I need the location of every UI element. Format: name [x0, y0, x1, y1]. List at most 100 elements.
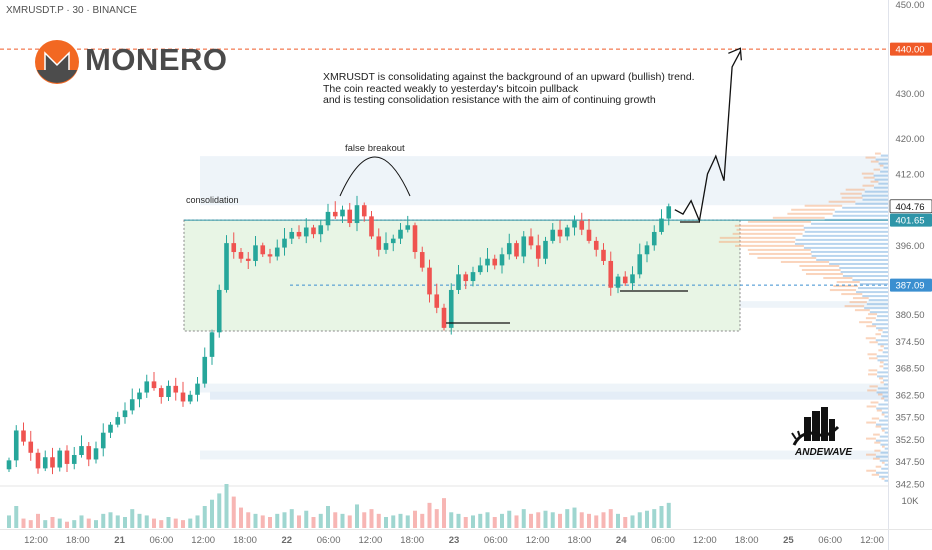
volume-profile-bar: [804, 204, 843, 207]
price-tick-label: 374.50: [895, 337, 924, 348]
candle-body: [369, 216, 374, 237]
candle-body: [238, 252, 244, 259]
candle: [42, 450, 48, 472]
volume-profile-bar: [828, 200, 856, 203]
volume-bar: [420, 513, 425, 528]
price-tag-label: 440.00: [895, 45, 924, 56]
candle-body: [579, 220, 585, 230]
candle: [572, 215, 577, 236]
volume-profile-bar: [879, 419, 888, 422]
candle: [21, 422, 26, 446]
price-tag: [890, 213, 932, 227]
candle: [434, 283, 440, 314]
candle: [129, 388, 135, 415]
candle-body: [543, 240, 548, 259]
candle-body: [311, 227, 316, 235]
candle-body: [622, 276, 628, 284]
volume-profile-bar: [881, 461, 885, 464]
candle-body: [492, 258, 498, 266]
volume-bar: [478, 513, 483, 528]
candle: [245, 252, 251, 269]
candle: [427, 259, 432, 303]
candle: [456, 264, 461, 294]
volume-profile-bar: [882, 351, 888, 354]
volume-bar: [166, 517, 171, 528]
volume-profile-bar: [859, 321, 873, 324]
price-tick-label: 362.50: [895, 390, 924, 401]
candle-body: [129, 399, 135, 411]
volume-profile-bar: [865, 317, 876, 320]
candle: [398, 223, 403, 245]
volume-bar: [384, 517, 388, 528]
volume-bar: [14, 506, 19, 528]
price-tick-label: 450.00: [895, 0, 924, 11]
volume-bar: [492, 517, 497, 528]
volume-bar: [623, 517, 628, 528]
volume-profile-bar: [864, 190, 888, 193]
volume-bar: [434, 509, 439, 528]
candle-body: [514, 243, 519, 257]
candle-body: [601, 249, 606, 261]
volume-profile-bar: [876, 471, 888, 474]
volume-bar: [152, 518, 156, 528]
volume-bar: [463, 517, 468, 528]
volume-profile-band: [200, 450, 888, 460]
volume-profile-bar: [866, 453, 876, 456]
candle: [144, 374, 150, 398]
volume-profile-bar: [845, 188, 865, 191]
volume-profile-bar: [881, 397, 885, 400]
volume-bar: [333, 512, 338, 528]
candle: [202, 347, 208, 388]
forecast-path: [674, 50, 741, 224]
candle: [376, 228, 382, 257]
volume-profile-bar: [879, 377, 884, 380]
volume-profile-bar: [863, 176, 875, 179]
volume-profile-bar: [881, 335, 888, 338]
candle-body: [427, 267, 432, 295]
candle-body: [499, 254, 505, 266]
volume-profile-bar: [875, 465, 882, 468]
volume-profile-bar: [719, 236, 796, 239]
time-tick-label: 18:00: [735, 535, 759, 546]
volume-bar: [43, 520, 48, 528]
candle: [514, 240, 519, 260]
price-tag: [890, 278, 932, 292]
volume-profile-bar: [880, 381, 884, 384]
volume-profile-bar: [883, 347, 888, 350]
volume-profile-bar: [834, 210, 888, 213]
volume-bar: [7, 515, 11, 528]
volume-profile-bar: [852, 297, 869, 300]
volume-bar: [231, 496, 236, 528]
candle-body: [216, 289, 222, 333]
volume-bar: [282, 512, 287, 528]
volume-bar: [195, 515, 200, 528]
volume-bar: [50, 517, 55, 528]
candle-body: [434, 294, 440, 308]
candle: [492, 254, 498, 270]
volume-profile-bar: [867, 389, 877, 392]
candle: [637, 243, 643, 279]
watermark-text: ANDEWAVE: [795, 447, 853, 458]
candle: [485, 248, 490, 273]
volume-profile-bar: [803, 246, 888, 249]
volume-profile-bar: [875, 455, 888, 458]
volume-profile-bar: [757, 256, 817, 259]
price-tick-label: 342.50: [895, 480, 924, 491]
candle-body: [564, 227, 570, 237]
volume-scale-label: 10K: [902, 496, 920, 507]
volume-profile-bar: [877, 371, 888, 374]
candle-body: [608, 260, 614, 288]
candle-body: [173, 385, 179, 393]
candle-body: [521, 236, 527, 257]
volume-profile-bar: [856, 291, 888, 294]
volume-profile-bar: [883, 363, 888, 366]
candle-body: [180, 392, 186, 402]
price-tick-label: 380.50: [895, 310, 924, 321]
volume-profile-bar: [787, 212, 833, 215]
volume-profile-bar: [884, 463, 888, 466]
volume-profile-bar: [873, 174, 888, 177]
volume-bar: [362, 512, 367, 528]
volume-bar: [326, 506, 330, 528]
volume-bar: [57, 518, 62, 528]
